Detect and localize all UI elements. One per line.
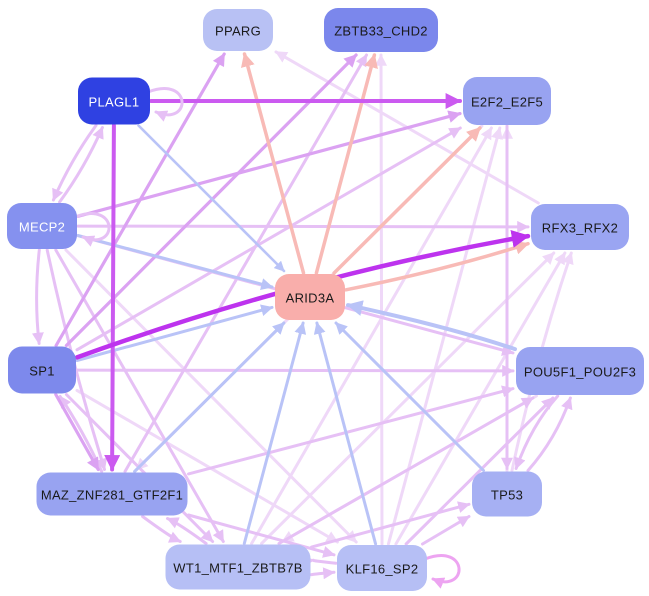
edge-SP1-ARID3A bbox=[75, 304, 274, 362]
edge-MECP2-WT1 bbox=[54, 248, 225, 543]
node-shape-MECP2[interactable] bbox=[7, 203, 77, 249]
node-shape-PLAGL1[interactable] bbox=[78, 77, 150, 125]
edge-ARID3A-E2F2 bbox=[332, 126, 482, 275]
edge-MECP2-ARID3A bbox=[76, 234, 274, 290]
node-shape-POU5F1[interactable] bbox=[516, 347, 644, 395]
node-MAZ[interactable]: MAZ_ZNF281_GTF2F1 bbox=[36, 472, 188, 516]
node-shape-ARID3A[interactable] bbox=[275, 274, 345, 320]
edge-KLF16-TP53 bbox=[421, 515, 471, 546]
node-PLAGL1[interactable]: PLAGL1 bbox=[78, 77, 150, 125]
edge-MAZ-WT1 bbox=[141, 515, 182, 543]
edge-MAZ-POU5F1 bbox=[187, 385, 515, 476]
node-POU5F1[interactable]: POU5F1_POU2F3 bbox=[516, 347, 644, 395]
edge-MECP2-PLAGL1 bbox=[58, 126, 104, 204]
edge-WT1-E2F2 bbox=[250, 126, 493, 545]
node-PPARG[interactable]: PPARG bbox=[203, 9, 273, 51]
edge-TP53-ARID3A bbox=[334, 321, 485, 472]
edge-MAZ-KLF16 bbox=[187, 513, 336, 558]
edge-SP1-E2F2 bbox=[75, 126, 462, 352]
edge-WT1-RFX3 bbox=[260, 251, 556, 545]
node-WT1[interactable]: WT1_MTF1_ZBTB7B bbox=[165, 544, 311, 590]
edge-WT1-KLF16 bbox=[309, 567, 336, 580]
node-TP53[interactable]: TP53 bbox=[472, 471, 542, 517]
edge-MAZ-ZBTB33 bbox=[123, 53, 368, 473]
edge-SP1-MAZ bbox=[54, 392, 100, 472]
node-shape-E2F2[interactable] bbox=[463, 77, 551, 125]
self-loop-KLF16 bbox=[423, 554, 461, 589]
edge-TP53-POU5F1 bbox=[526, 396, 573, 472]
edge-MECP2-RFX3 bbox=[76, 220, 530, 233]
node-E2F2[interactable]: E2F2_E2F5 bbox=[463, 77, 551, 125]
node-shape-KLF16[interactable] bbox=[337, 545, 427, 591]
self-loop-PLAGL1 bbox=[146, 87, 184, 122]
node-shape-RFX3[interactable] bbox=[531, 204, 629, 250]
edge-POU5F1-ARID3A bbox=[346, 300, 517, 352]
node-KLF16[interactable]: KLF16_SP2 bbox=[337, 545, 427, 591]
node-MECP2[interactable]: MECP2 bbox=[7, 203, 77, 249]
edge-KLF16-WT1 bbox=[302, 555, 338, 568]
node-shape-ZBTB33[interactable] bbox=[324, 8, 438, 52]
node-shape-TP53[interactable] bbox=[472, 471, 542, 517]
self-loop-MECP2 bbox=[73, 212, 111, 247]
node-SP1[interactable]: SP1 bbox=[8, 346, 76, 394]
edge-MAZ-ARID3A bbox=[133, 321, 286, 473]
edge-WT1-TP53 bbox=[310, 501, 471, 549]
edge-ARID3A-PPARG bbox=[241, 52, 306, 275]
edge-MECP2-SP1 bbox=[31, 248, 44, 345]
edge-ARID3A-RFX3 bbox=[344, 240, 530, 292]
edge-ARID3A-ZBTB33 bbox=[314, 53, 378, 275]
edge-KLF16-ARID3A bbox=[313, 321, 378, 546]
edge-SP1-POU5F1 bbox=[75, 364, 515, 377]
edge-WT1-ARID3A bbox=[242, 321, 307, 545]
node-shape-WT1[interactable] bbox=[165, 544, 311, 590]
edge-KLF16-POU5F1 bbox=[404, 396, 555, 546]
edge-MECP2-E2F2 bbox=[76, 110, 462, 218]
edge-PLAGL1-ARID3A bbox=[137, 124, 286, 273]
edge-KLF16-ZBTB33 bbox=[375, 53, 388, 546]
edge-PLAGL1-MECP2 bbox=[51, 124, 98, 202]
edge-WT1-POU5F1 bbox=[277, 396, 535, 545]
node-shape-PPARG[interactable] bbox=[203, 9, 273, 51]
node-ZBTB33[interactable]: ZBTB33_CHD2 bbox=[324, 8, 438, 52]
node-shape-SP1[interactable] bbox=[8, 346, 76, 394]
node-shape-MAZ[interactable] bbox=[36, 472, 188, 516]
node-RFX3[interactable]: RFX3_RFX2 bbox=[531, 204, 629, 250]
node-ARID3A[interactable]: ARID3A bbox=[275, 274, 345, 320]
edge-PLAGL1-MAZ bbox=[104, 123, 121, 472]
